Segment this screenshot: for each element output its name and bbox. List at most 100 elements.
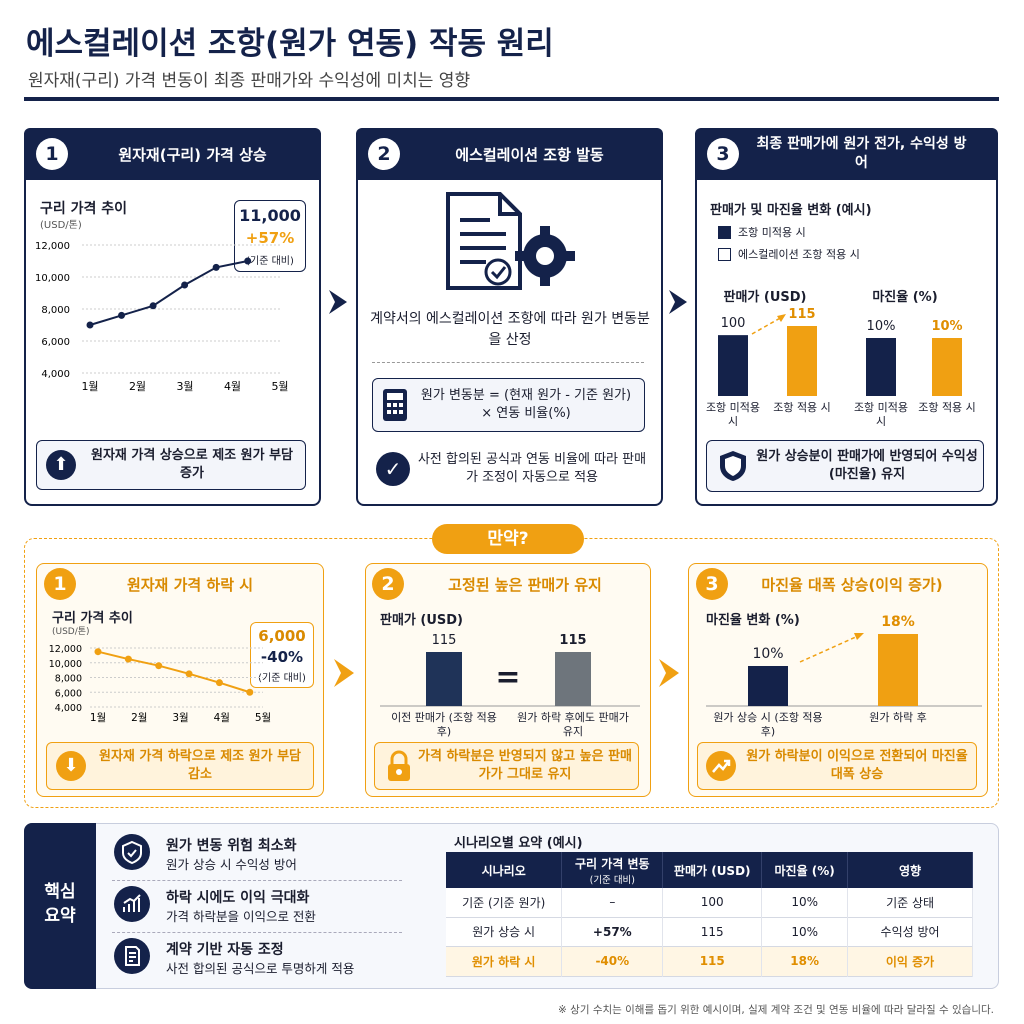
bar — [748, 666, 788, 706]
note-box — [374, 742, 639, 790]
value-label: 10% — [752, 646, 783, 662]
table-cell: 이익 증가 — [847, 946, 973, 976]
panel-title: 고정된 높은 판매가 유지 — [448, 576, 602, 594]
point — [215, 679, 223, 687]
x-tick-label: 3월 — [176, 380, 193, 393]
y-tick-label: 6,000 — [55, 688, 82, 699]
point — [155, 662, 163, 670]
column-title: 구리 가격 변동 — [575, 856, 650, 871]
note: 원자재 가격 상승으로 제조 원가 부담 증가 — [90, 448, 294, 481]
step-number: 3 — [707, 138, 739, 170]
item-icon — [114, 834, 150, 870]
category-label: 조항 적용 시 — [773, 401, 831, 414]
panel-title: 마진율 대폭 상승(이익 증가) — [761, 576, 943, 594]
category-label: 조항 미적용 시 — [853, 401, 909, 428]
point — [86, 321, 94, 329]
point — [244, 257, 252, 265]
column-title: 판매가 (USD) — [673, 863, 751, 878]
panel-header: 원자재(구리) 가격 상승 — [24, 128, 321, 180]
note-box — [697, 742, 977, 790]
callout-change: +57% — [245, 229, 295, 247]
y-tick-label: 12,000 — [49, 644, 82, 655]
lock-icon — [388, 750, 410, 781]
value-label: 100 — [721, 316, 746, 331]
line — [89, 260, 248, 326]
note: 원가 하락분이 이익으로 전환되어 마진율 대폭 상승 — [746, 749, 968, 782]
divider — [112, 932, 402, 933]
divider — [372, 362, 644, 363]
callout-note: (기준 대비) — [258, 673, 306, 684]
point — [124, 655, 132, 663]
chart-title: 구리 가격 추이 — [40, 201, 128, 217]
column-header: 영향 — [847, 852, 973, 888]
chart-unit: (USD/톤) — [40, 220, 82, 231]
x-tick-label: 4월 — [214, 712, 230, 724]
column-header: 판매가 (USD) — [662, 852, 763, 888]
up-icon: ⬆ — [46, 450, 76, 480]
summary-label: 핵심 요약 — [44, 882, 76, 926]
bar — [866, 338, 896, 396]
step-number: 1 — [44, 568, 76, 600]
column-title: 마진율 (%) — [774, 863, 835, 878]
y-tick-label: 4,000 — [55, 703, 82, 714]
bar — [932, 338, 962, 396]
item-title: 하락 시에도 이익 극대화 — [166, 890, 310, 906]
category-label: 원가 하락 후 — [869, 711, 927, 724]
note: 원가 상승분이 판매가에 반영되어 수익성(마진율) 유지 — [756, 449, 978, 482]
step-number: 2 — [372, 568, 404, 600]
arrow — [334, 659, 354, 687]
table-row: 원가 상승 시 +57% 115 10% 수익성 방어 — [446, 917, 973, 946]
table-cell: 기준 (기준 원가) — [446, 888, 563, 917]
value-label: 115 — [559, 633, 586, 648]
table-cell: – — [561, 888, 664, 917]
shield-icon — [720, 451, 746, 481]
column-header: 구리 가격 변동 (기준 대비) — [561, 852, 664, 888]
point — [118, 311, 126, 319]
y-tick-label: 8,000 — [55, 674, 82, 685]
formula-box — [372, 378, 645, 432]
table-cell: 10% — [761, 917, 849, 946]
value-label: 115 — [432, 633, 457, 648]
arrow — [669, 290, 687, 314]
table-title: 시나리오별 요약 (예시) — [454, 836, 583, 851]
callout-note: (기준 대비) — [246, 256, 294, 267]
column-title: 영향 — [899, 863, 922, 878]
chart-title: 판매가 (USD) — [380, 613, 463, 628]
summary-label-box — [24, 823, 96, 989]
down-icon: ⬇ — [56, 751, 86, 781]
x-tick-label: 1월 — [90, 712, 106, 724]
legend-swatch — [718, 248, 731, 261]
point — [94, 648, 102, 656]
callout-value: 6,000 — [258, 627, 306, 645]
divider — [112, 880, 402, 881]
item-title: 원가 변동 위험 최소화 — [166, 838, 297, 854]
table-cell: 수익성 방어 — [847, 917, 973, 946]
step-number: 3 — [696, 568, 728, 600]
note-box — [46, 742, 314, 790]
y-tick-label: 8,000 — [41, 305, 70, 316]
table-row: 원가 하락 시 -40% 115 18% 이익 증가 — [446, 946, 973, 976]
step-number: 1 — [36, 138, 68, 170]
icon — [125, 946, 140, 966]
panel-title: 원자재(구리) 가격 상승 — [118, 145, 267, 164]
category-label: 원가 하락 후에도 판매가 유지 — [517, 711, 629, 738]
calculator-icon — [383, 389, 407, 421]
item-title: 계약 기반 자동 조정 — [166, 942, 284, 958]
legend-swatch — [718, 226, 731, 239]
line — [97, 650, 251, 694]
value-label: 115 — [788, 307, 815, 322]
item-description: 가격 하락분을 이익으로 전환 — [166, 909, 316, 924]
legend-label: 조항 미적용 시 — [738, 226, 806, 239]
formula: 원가 변동분 = (현재 원가 - 기준 원가) × 연동 비율(%) — [420, 388, 632, 421]
y-tick-label: 10,000 — [35, 273, 70, 284]
check-icon: ✓ — [376, 452, 410, 486]
note-box — [36, 440, 306, 490]
table-cell: 원가 상승 시 — [446, 917, 563, 946]
point — [181, 281, 189, 289]
bar — [555, 652, 591, 706]
column-note: (기준 대비) — [589, 874, 636, 886]
column-header: 시나리오 — [446, 852, 563, 888]
item-description: 사전 합의된 공식으로 투명하게 적용 — [166, 961, 355, 976]
category-label: 이전 판매가 (조항 적용 후) — [391, 711, 497, 738]
